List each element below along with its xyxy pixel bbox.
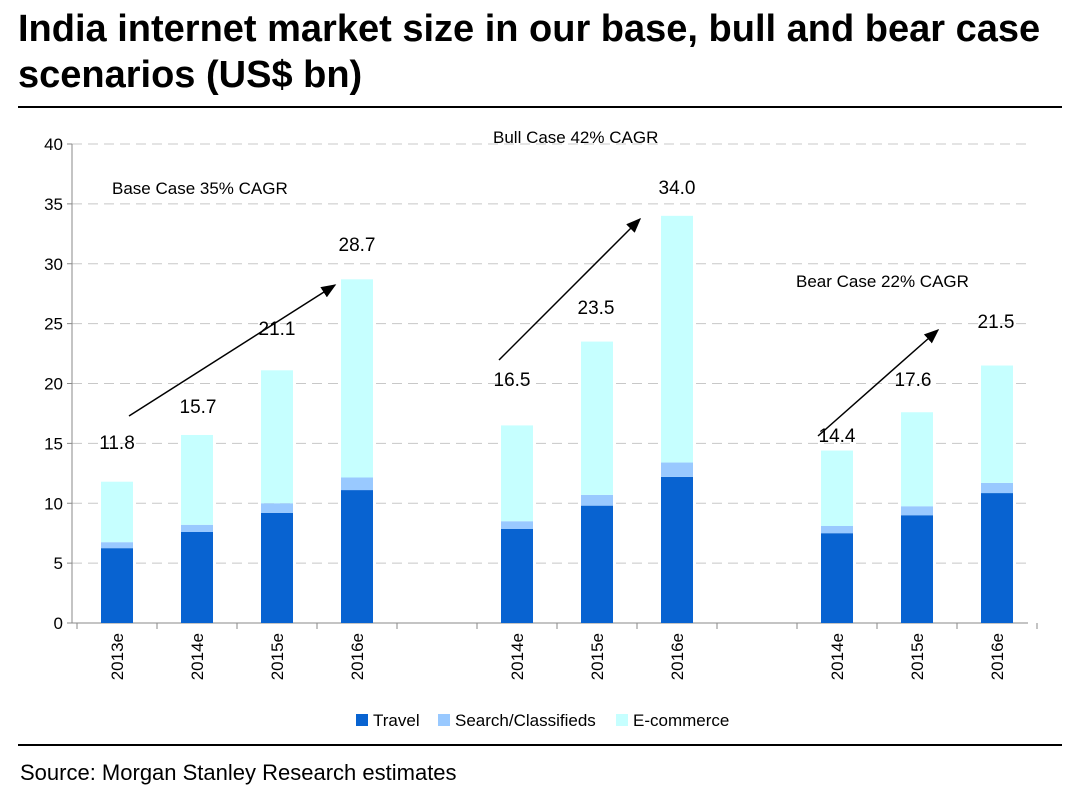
- annotation-bear-case: Bear Case 22% CAGR: [796, 272, 969, 291]
- bar-segment-travel: [981, 493, 1013, 623]
- bar-segment-e-commerce: [341, 279, 373, 478]
- chart-title: India internet market size in our base, …: [18, 8, 1041, 96]
- y-tick-label: 20: [44, 375, 63, 394]
- x-tick-label: 2016e: [668, 633, 687, 680]
- bar-segment-search-classifieds: [101, 542, 133, 549]
- bar-segment-search-classifieds: [661, 462, 693, 477]
- bar-segment-e-commerce: [661, 215, 693, 463]
- total-label: 21.1: [259, 319, 296, 340]
- bottom-divider: [18, 744, 1062, 746]
- bar-segment-travel: [101, 548, 133, 623]
- bar-segment-search-classifieds: [581, 494, 613, 506]
- x-tick-label: 2014e: [508, 633, 527, 680]
- bar-segment-e-commerce: [261, 370, 293, 504]
- bull-case-arrow: [498, 217, 642, 361]
- source-note: Source: Morgan Stanley Research estimate…: [20, 760, 457, 785]
- bar-segment-search-classifieds: [901, 506, 933, 516]
- legend-swatch: [356, 714, 368, 726]
- bar-segment-e-commerce: [101, 481, 133, 543]
- bar-segment-e-commerce: [901, 412, 933, 507]
- y-tick-label: 40: [44, 135, 63, 154]
- bar-segment-search-classifieds: [501, 521, 533, 529]
- bar-segment-travel: [501, 528, 533, 623]
- y-tick-label: 35: [44, 195, 63, 214]
- x-tick-label: 2015e: [268, 633, 287, 680]
- bar-segment-e-commerce: [821, 450, 853, 527]
- total-label: 21.5: [978, 312, 1015, 333]
- y-tick-label: 15: [44, 434, 63, 453]
- bar-segment-search-classifieds: [341, 477, 373, 491]
- bar-segment-search-classifieds: [821, 526, 853, 534]
- bar-segment-travel: [821, 533, 853, 623]
- legend-label: Travel: [373, 711, 420, 730]
- y-tick-label: 25: [44, 315, 63, 334]
- y-tick-label: 10: [44, 494, 63, 513]
- bar-segment-travel: [581, 505, 613, 623]
- x-tick-label: 2016e: [988, 633, 1007, 680]
- total-label: 28.7: [339, 235, 376, 256]
- legend-swatch: [438, 714, 450, 726]
- bar-segment-travel: [661, 476, 693, 623]
- top-divider: [18, 106, 1062, 108]
- base-case-arrow: [128, 284, 337, 417]
- total-label: 17.6: [895, 370, 932, 391]
- bear-case-arrow: [817, 329, 940, 437]
- x-tick-label: 2016e: [348, 633, 367, 680]
- annotation-base-case: Base Case 35% CAGR: [112, 179, 288, 198]
- total-label: 11.8: [99, 433, 135, 454]
- total-label: 15.7: [180, 397, 217, 418]
- bar-segment-e-commerce: [501, 425, 533, 522]
- total-label: 34.0: [659, 178, 696, 199]
- bar-segment-search-classifieds: [261, 503, 293, 513]
- bar-segment-search-classifieds: [181, 524, 213, 532]
- bar-segment-e-commerce: [181, 434, 213, 525]
- bar-segment-travel: [181, 531, 213, 623]
- legend-label: E-commerce: [633, 711, 729, 730]
- legend-swatch: [616, 714, 628, 726]
- bar-segment-e-commerce: [981, 365, 1013, 483]
- bar-segment-travel: [261, 512, 293, 623]
- bar-segment-travel: [901, 515, 933, 623]
- bar-segment-search-classifieds: [981, 482, 1013, 494]
- y-tick-label: 0: [54, 614, 63, 633]
- total-label: 14.4: [819, 426, 856, 447]
- total-label: 23.5: [578, 298, 615, 319]
- x-tick-label: 2014e: [828, 633, 847, 680]
- x-tick-label: 2014e: [188, 633, 207, 680]
- legend-label: Search/Classifieds: [455, 711, 596, 730]
- x-tick-label: 2013e: [108, 633, 127, 680]
- bar-segment-travel: [341, 490, 373, 623]
- y-tick-label: 30: [44, 255, 63, 274]
- y-tick-label: 5: [54, 554, 63, 573]
- x-tick-label: 2015e: [908, 633, 927, 680]
- x-tick-label: 2015e: [588, 633, 607, 680]
- annotation-bull-case: Bull Case 42% CAGR: [493, 128, 658, 147]
- total-label: 16.5: [494, 370, 531, 391]
- bar-segment-e-commerce: [581, 341, 613, 495]
